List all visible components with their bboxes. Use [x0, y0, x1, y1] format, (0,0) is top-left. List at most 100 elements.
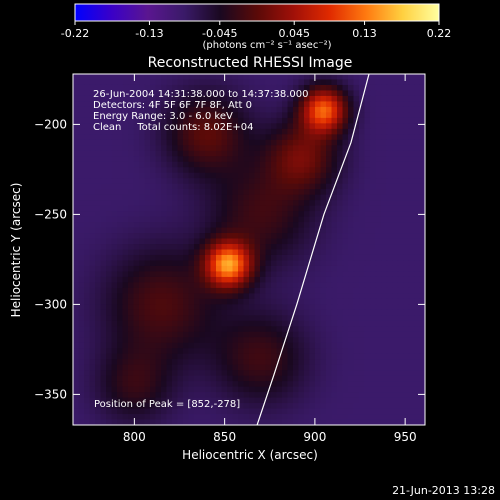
heatmap-cell	[337, 183, 344, 190]
heatmap-cell	[370, 419, 377, 425]
heatmap-cell	[364, 326, 371, 333]
heatmap-cell	[353, 265, 360, 273]
heatmap-cell	[331, 74, 338, 81]
heatmap-cell	[177, 342, 184, 349]
heatmap-cell	[111, 397, 118, 404]
heatmap-cell	[359, 101, 366, 108]
heatmap-cell	[254, 84, 261, 92]
heatmap-cell	[254, 331, 261, 338]
heatmap-cell	[397, 276, 404, 283]
heatmap-cell	[221, 227, 228, 234]
heatmap-cell	[386, 293, 393, 300]
heatmap-cell	[111, 178, 118, 185]
heatmap-cell	[375, 161, 382, 168]
heatmap-cell	[331, 326, 338, 333]
heatmap-cell	[348, 249, 355, 256]
heatmap-cell	[287, 342, 294, 349]
heatmap-cell	[106, 90, 113, 97]
heatmap-cell	[139, 74, 146, 81]
heatmap-cell	[359, 183, 366, 190]
heatmap-cell	[84, 79, 91, 86]
heatmap-cell	[403, 419, 410, 425]
heatmap-cell	[403, 298, 410, 305]
heatmap-cell	[342, 342, 349, 349]
heatmap-cell	[95, 150, 102, 157]
heatmap-cell	[293, 337, 300, 344]
heatmap-cell	[375, 244, 382, 251]
heatmap-cell	[122, 408, 129, 415]
heatmap-cell	[414, 260, 421, 267]
heatmap-cell	[298, 139, 305, 146]
heatmap-cell	[155, 106, 162, 113]
heatmap-cell	[177, 79, 184, 86]
heatmap-cell	[227, 265, 234, 273]
heatmap-cell	[139, 227, 146, 234]
heatmap-cell	[183, 304, 190, 311]
heatmap-cell	[309, 183, 316, 190]
heatmap-cell	[128, 260, 135, 267]
heatmap-cell	[205, 331, 212, 338]
heatmap-cell	[117, 370, 124, 377]
heatmap-cell	[144, 326, 151, 333]
heatmap-cell	[326, 156, 333, 163]
heatmap-cell	[150, 167, 157, 174]
heatmap-cell	[73, 90, 80, 97]
heatmap-cell	[353, 353, 360, 360]
heatmap-cell	[238, 139, 245, 146]
heatmap-cell	[348, 320, 355, 327]
heatmap-cell	[221, 216, 228, 223]
heatmap-cell	[414, 254, 421, 262]
heatmap-cell	[326, 359, 333, 366]
heatmap-cell	[342, 183, 349, 190]
heatmap-cell	[315, 156, 322, 163]
heatmap-cell	[331, 364, 338, 371]
heatmap-cell	[238, 90, 245, 97]
heatmap-cell	[155, 414, 162, 421]
heatmap-cell	[122, 342, 129, 349]
heatmap-cell	[95, 183, 102, 190]
heatmap-cell	[359, 375, 366, 382]
heatmap-cell	[221, 353, 228, 360]
heatmap-cell	[243, 370, 250, 377]
heatmap-cell	[111, 414, 118, 421]
heatmap-cell	[276, 172, 283, 179]
heatmap-cell	[260, 112, 267, 119]
heatmap-cell	[128, 249, 135, 256]
heatmap-cell	[150, 150, 157, 157]
heatmap-cell	[161, 276, 168, 283]
heatmap-cell	[216, 320, 223, 327]
heatmap-cell	[419, 414, 425, 421]
heatmap-cell	[326, 260, 333, 267]
heatmap-cell	[183, 145, 190, 152]
x-tick-label: 800	[123, 430, 146, 444]
heatmap-cell	[84, 337, 91, 344]
heatmap-cell	[210, 156, 217, 163]
heatmap-cell	[419, 287, 425, 294]
heatmap-cell	[342, 386, 349, 393]
heatmap-cell	[381, 189, 388, 196]
heatmap-cell	[144, 189, 151, 196]
heatmap-cell	[331, 205, 338, 212]
heatmap-cell	[375, 205, 382, 212]
heatmap-cell	[370, 167, 377, 174]
heatmap-cell	[166, 419, 173, 425]
heatmap-cell	[243, 408, 250, 415]
heatmap-cell	[375, 276, 382, 283]
heatmap-cell	[309, 282, 316, 289]
heatmap-cell	[139, 320, 146, 327]
heatmap-cell	[249, 392, 256, 399]
heatmap-cell	[408, 84, 415, 92]
heatmap-cell	[392, 254, 399, 262]
heatmap-cell	[271, 84, 278, 92]
heatmap-cell	[260, 309, 267, 316]
heatmap-cell	[205, 117, 212, 124]
heatmap-cell	[232, 403, 239, 410]
heatmap-cell	[128, 128, 135, 135]
heatmap-cell	[287, 167, 294, 174]
heatmap-cell	[150, 403, 157, 410]
heatmap-cell	[254, 364, 261, 371]
heatmap-cell	[227, 326, 234, 333]
heatmap-cell	[78, 419, 85, 425]
heatmap-cell	[144, 342, 151, 349]
heatmap-cell	[348, 156, 355, 163]
